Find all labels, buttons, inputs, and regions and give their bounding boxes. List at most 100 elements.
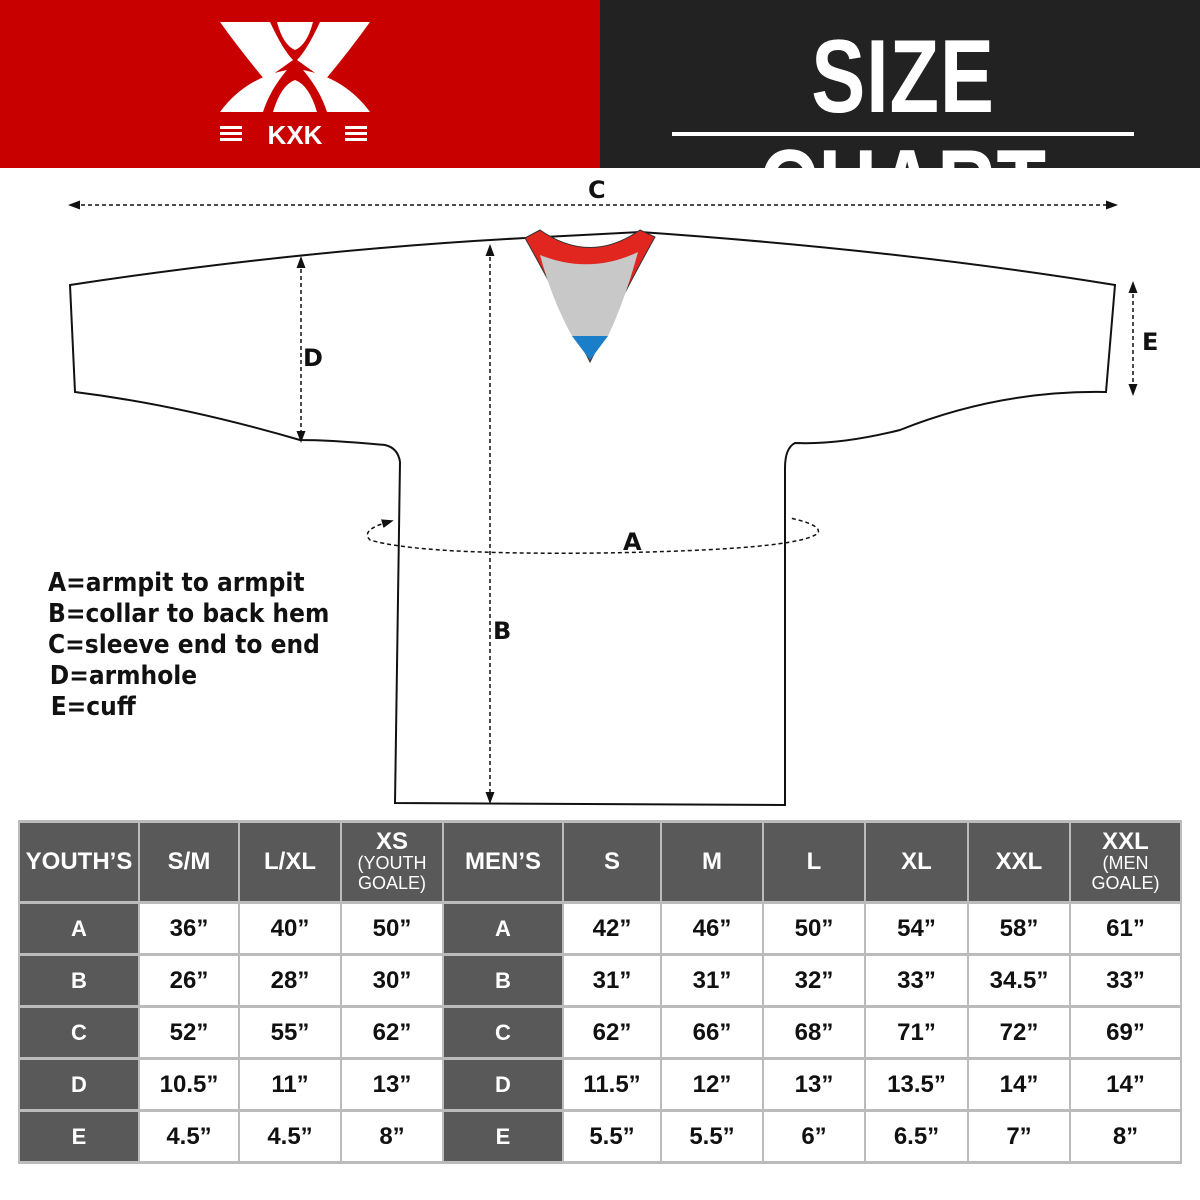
table-cell: 55” <box>240 1008 340 1057</box>
row-label: D <box>20 1060 138 1109</box>
row-label: E <box>20 1112 138 1161</box>
table-cell: 28” <box>240 956 340 1005</box>
table-cell: 50” <box>342 904 442 953</box>
header-title-panel <box>600 0 1200 168</box>
column-header: M <box>662 823 762 901</box>
table-cell: 33” <box>866 956 967 1005</box>
page-title: SIZE CHART <box>759 19 1047 245</box>
column-header: L/XL <box>240 823 340 901</box>
title-underline <box>672 132 1134 136</box>
column-header: S <box>564 823 660 901</box>
table-cell: 31” <box>662 956 762 1005</box>
table-cell: 34.5” <box>969 956 1069 1005</box>
table-cell: 12” <box>662 1060 762 1109</box>
column-header-label: L <box>806 848 822 875</box>
table-cell: 58” <box>969 904 1069 953</box>
column-header-label: M <box>702 848 722 875</box>
column-header-sublabel: (YOUTH GOALE) <box>357 853 427 893</box>
table-cell: 8” <box>342 1112 442 1161</box>
collar-tip <box>572 336 608 360</box>
column-header: XS (YOUTH GOALE) <box>342 823 442 901</box>
table-cell: 10.5” <box>140 1060 238 1109</box>
size-table: YOUTH’S S/M L/XL XS (YOUTH GOALE) MEN’S S M L XL X… <box>18 820 1182 1164</box>
table-cell: 69” <box>1071 1008 1180 1057</box>
table-cell: 71” <box>866 1008 967 1057</box>
column-header-label: MEN’S <box>464 848 541 875</box>
table-cell: 5.5” <box>564 1112 660 1161</box>
column-header: L <box>764 823 864 901</box>
table-cell: 13” <box>342 1060 442 1109</box>
row-label: B <box>444 956 562 1005</box>
legend-item-b: B=collar to back hem <box>48 599 330 629</box>
column-header-label: YOUTH’S <box>25 848 133 875</box>
table-cell: 11” <box>240 1060 340 1109</box>
table-cell: 36” <box>140 904 238 953</box>
collar-inner <box>540 252 638 336</box>
table-cell: 61” <box>1071 904 1180 953</box>
label-e: E <box>1142 328 1159 356</box>
column-header: YOUTH’S <box>20 823 138 901</box>
label-b: B <box>493 617 512 645</box>
row-label: A <box>20 904 138 953</box>
table-cell: 33” <box>1071 956 1180 1005</box>
table-cell: 13.5” <box>866 1060 967 1109</box>
kxk-logo: KXK <box>220 22 370 150</box>
table-cell: 7” <box>969 1112 1069 1161</box>
row-label: D <box>444 1060 562 1109</box>
column-header-label: XL <box>901 848 932 875</box>
table-cell: 52” <box>140 1008 238 1057</box>
dimension-a-ellipse <box>366 517 820 554</box>
column-header: MEN’S <box>444 823 562 901</box>
table-cell: 8” <box>1071 1112 1180 1161</box>
row-label: E <box>444 1112 562 1161</box>
table-cell: 68” <box>764 1008 864 1057</box>
column-header-label: XS <box>375 828 408 855</box>
table-cell: 31” <box>564 956 660 1005</box>
table-row: A 36” 40” 50” A 42” 46” 50” 54” 58” 61” <box>20 904 1180 953</box>
table-cell: 62” <box>342 1008 442 1057</box>
column-header: XL <box>866 823 967 901</box>
table-cell: 5.5” <box>662 1112 762 1161</box>
table-row: E 4.5” 4.5” 8” E 5.5” 5.5” 6” 6.5” 7” 8” <box>20 1112 1180 1161</box>
table-cell: 62” <box>564 1008 660 1057</box>
table-cell: 14” <box>1071 1060 1180 1109</box>
column-header-label: L/XL <box>264 848 316 875</box>
table-row: D 10.5” 11” 13” D 11.5” 12” 13” 13.5” 14” 14” <box>20 1060 1180 1109</box>
table-cell: 40” <box>240 904 340 953</box>
row-label: A <box>444 904 562 953</box>
column-header-label: S <box>603 848 620 875</box>
table-cell: 66” <box>662 1008 762 1057</box>
table-cell: 14” <box>969 1060 1069 1109</box>
table-cell: 30” <box>342 956 442 1005</box>
table-cell: 11.5” <box>564 1060 660 1109</box>
measurement-legend: A=armpit to armpit B=collar to back hem … <box>48 568 329 723</box>
label-d: D <box>303 344 323 372</box>
table-cell: 72” <box>969 1008 1069 1057</box>
table-cell: 42” <box>564 904 660 953</box>
column-header-label: S/M <box>167 848 211 875</box>
label-c: C <box>588 176 606 204</box>
table-cell: 46” <box>662 904 762 953</box>
logo-wordmark: KXK <box>268 120 323 150</box>
column-header-sublabel: (MEN GOALE) <box>1091 853 1160 893</box>
table-row: B 26” 28” 30” B 31” 31” 32” 33” 34.5” 33” <box>20 956 1180 1005</box>
row-label: C <box>20 1008 138 1057</box>
table-cell: 50” <box>764 904 864 953</box>
label-a: A <box>623 528 642 556</box>
table-cell: 6” <box>764 1112 864 1161</box>
row-label: C <box>444 1008 562 1057</box>
column-header: XXL (MEN GOALE) <box>1071 823 1180 901</box>
table-header-row: YOUTH’S S/M L/XL XS (YOUTH GOALE) MEN’S S M L XL X… <box>20 823 1180 901</box>
table-cell: 32” <box>764 956 864 1005</box>
table-cell: 6.5” <box>866 1112 967 1161</box>
column-header-label: XXL <box>1102 828 1149 855</box>
table-row: C 52” 55” 62” C 62” 66” 68” 71” 72” 69” <box>20 1008 1180 1057</box>
legend-item-c: C=sleeve end to end <box>48 630 320 660</box>
row-label: B <box>20 956 138 1005</box>
legend-item-a: A=armpit to armpit <box>48 568 305 598</box>
table-cell: 26” <box>140 956 238 1005</box>
jersey-outline <box>68 230 1117 807</box>
legend-item-e: E=cuff <box>50 692 136 722</box>
legend-item-d: D=armhole <box>49 661 198 691</box>
table-cell: 54” <box>866 904 967 953</box>
